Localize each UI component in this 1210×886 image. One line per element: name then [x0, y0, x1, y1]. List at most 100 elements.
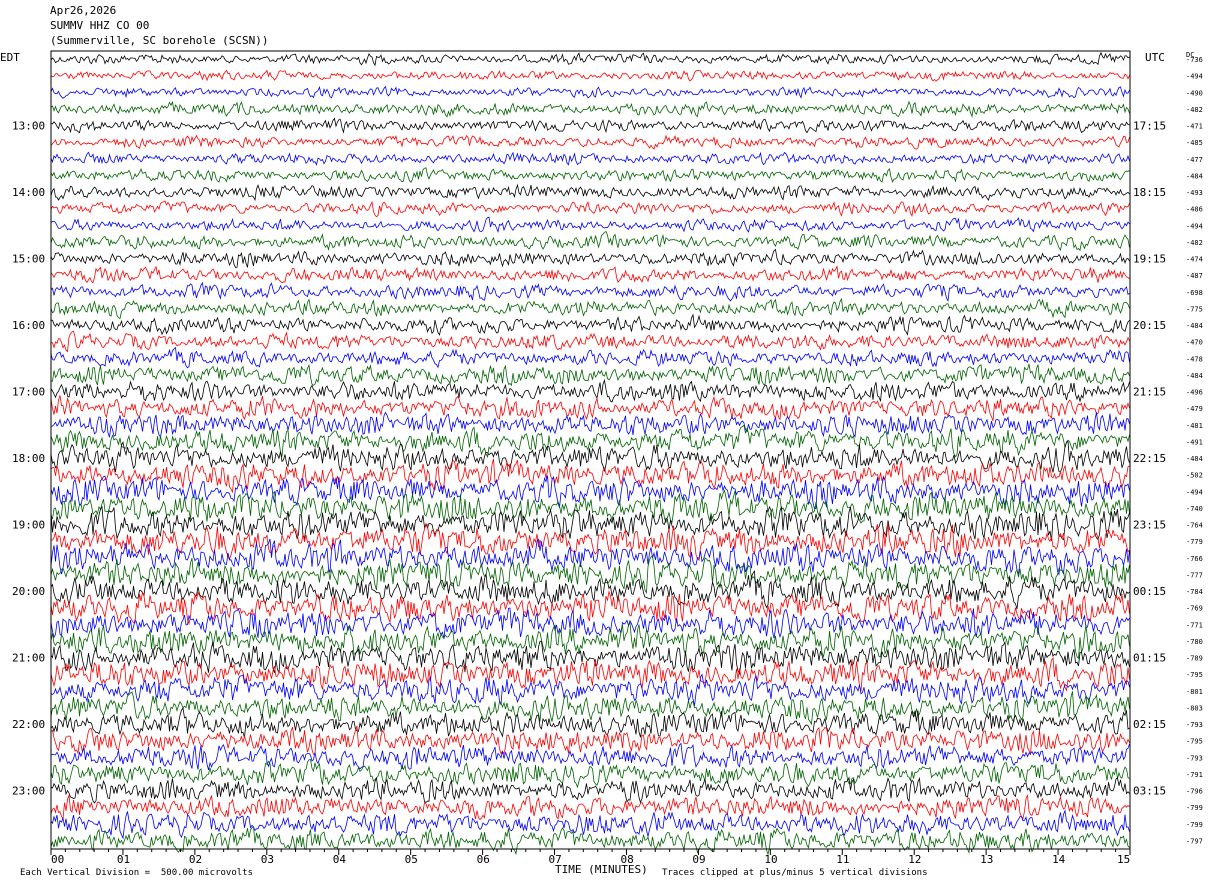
seismic-trace: [50, 297, 1130, 320]
seismic-trace: [50, 265, 1130, 284]
x-tick-label: 10: [764, 853, 777, 866]
dc-offset-label: -736: [1186, 56, 1203, 64]
dc-offset-label: -493: [1186, 189, 1203, 197]
station-label: SUMMV HHZ CO 00: [50, 19, 150, 32]
dc-offset-label: -797: [1186, 837, 1203, 845]
dc-offset-label: -481: [1186, 422, 1203, 430]
plot-frame: [50, 50, 1131, 850]
right-time-label: 21:15: [1133, 386, 1166, 399]
dc-offset-label: -484: [1186, 322, 1203, 330]
dc-offset-label: -478: [1186, 355, 1203, 363]
left-time-label: 20:00: [12, 585, 45, 598]
location-label: (Summerville, SC borehole (SCSN)): [50, 34, 269, 47]
dc-offset-label: -740: [1186, 505, 1203, 513]
x-axis-title: TIME (MINUTES): [555, 863, 648, 876]
seismic-trace: [50, 100, 1130, 118]
right-time-label: 20:15: [1133, 319, 1166, 332]
right-time-label: 00:15: [1133, 585, 1166, 598]
x-tick-label: 04: [333, 853, 347, 866]
left-time-label: 14:00: [12, 186, 45, 199]
dc-offset-label: -494: [1186, 488, 1203, 496]
scale-note: Each Vertical Division = 500.00 microvol…: [20, 868, 253, 878]
dc-offset-label: -803: [1186, 704, 1203, 712]
right-time-label: 17:15: [1133, 120, 1166, 133]
seismic-trace: [50, 640, 1130, 676]
seismic-trace: [50, 505, 1130, 542]
dc-offset-label: -490: [1186, 89, 1203, 97]
seismic-trace: [50, 363, 1130, 387]
right-time-label: 23:15: [1133, 519, 1166, 532]
seismic-trace: [50, 248, 1130, 268]
dc-offset-label: -494: [1186, 73, 1203, 81]
dc-offset-label: -482: [1186, 106, 1203, 114]
right-time-label: 01:15: [1133, 652, 1166, 665]
dc-offset-label: -784: [1186, 588, 1203, 596]
seismic-trace: [50, 489, 1130, 525]
seismic-trace: [50, 440, 1130, 473]
dc-offset-label: -775: [1186, 305, 1203, 313]
x-tick-label: 08: [620, 853, 633, 866]
seismic-trace: [50, 607, 1130, 639]
seismic-trace: [50, 151, 1130, 166]
seismic-trace: [50, 523, 1130, 561]
dc-offset-label: -796: [1186, 788, 1203, 796]
seismic-trace: [50, 691, 1130, 726]
seismic-trace: [50, 424, 1130, 459]
seismic-trace: [50, 395, 1130, 422]
seismic-trace: [50, 759, 1130, 789]
dc-offset-label: -799: [1186, 821, 1203, 829]
dc-offset-label: -793: [1186, 754, 1203, 762]
dc-offset-label: -795: [1186, 738, 1203, 746]
dc-offset-label: -471: [1186, 123, 1203, 131]
dc-offset-label: -502: [1186, 472, 1203, 480]
seismic-trace: [50, 117, 1130, 134]
left-time-label: 23:00: [12, 785, 45, 798]
seismic-trace: [50, 200, 1130, 218]
dc-offset-label: -484: [1186, 372, 1203, 380]
left-zone-label: EDT: [0, 51, 20, 64]
dc-label: DC: [1186, 51, 1194, 59]
seismic-trace: [50, 776, 1130, 804]
seismic-trace: [50, 167, 1130, 184]
dc-offset-label: -487: [1186, 272, 1203, 280]
dc-offset-label: -486: [1186, 206, 1203, 214]
dc-offset-label: -779: [1186, 538, 1203, 546]
right-time-label: 03:15: [1133, 785, 1166, 798]
seismic-trace: [50, 183, 1130, 202]
left-time-label: 18:00: [12, 452, 45, 465]
x-tick-label: 11: [836, 853, 849, 866]
x-tick-label: 05: [405, 853, 418, 866]
seismic-trace: [50, 569, 1130, 610]
dc-offset-label: -801: [1186, 688, 1203, 696]
seismic-trace: [50, 216, 1130, 233]
seismic-trace: [50, 330, 1130, 353]
left-time-label: 15:00: [12, 253, 45, 266]
dc-offset-label: -791: [1186, 771, 1203, 779]
dc-offset-label: -777: [1186, 571, 1203, 579]
x-tick-label: 03: [261, 853, 274, 866]
x-tick-label: 13: [980, 853, 993, 866]
seismic-trace: [50, 656, 1130, 692]
seismic-trace: [50, 134, 1130, 150]
seismic-trace: [50, 538, 1130, 576]
dc-offset-label: -491: [1186, 438, 1203, 446]
dc-offset-label: -484: [1186, 455, 1203, 463]
dc-offset-label: -771: [1186, 621, 1203, 629]
dc-offset-label: -496: [1186, 389, 1203, 397]
seismic-trace: [50, 85, 1130, 99]
x-tick-label: 07: [549, 853, 562, 866]
dc-offset-label: -698: [1186, 289, 1203, 297]
left-time-label: 13:00: [12, 120, 45, 133]
right-zone-label: UTC: [1145, 51, 1165, 64]
dc-offset-label: -474: [1186, 256, 1203, 264]
seismic-trace: [50, 231, 1130, 252]
seismic-trace: [50, 378, 1130, 403]
dc-offset-label: -789: [1186, 655, 1203, 663]
dc-offset-label: -494: [1186, 222, 1203, 230]
seismic-trace: [50, 826, 1130, 856]
seismic-trace: [50, 411, 1130, 439]
dc-offset-label: -764: [1186, 522, 1203, 530]
clip-note: Traces clipped at plus/minus 5 vertical …: [662, 868, 928, 878]
right-time-label: 19:15: [1133, 253, 1166, 266]
